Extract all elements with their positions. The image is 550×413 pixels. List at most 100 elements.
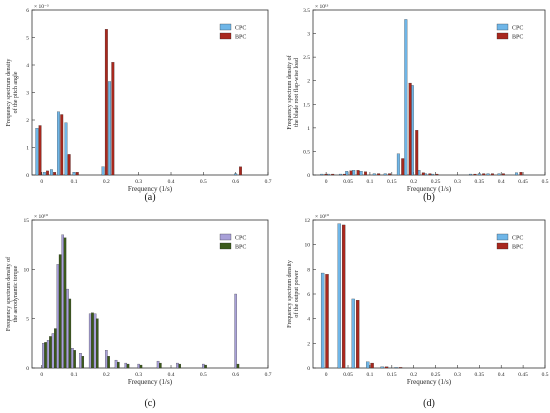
bar-bpc — [370, 362, 374, 369]
x-tick-label: 0.5 — [200, 179, 207, 185]
y-tick-label: 2 — [26, 118, 29, 124]
bar-bpc — [388, 173, 392, 176]
x-tick-label: 0 — [40, 372, 43, 378]
x-tick-label: 0.1 — [71, 179, 78, 185]
x-tick-label: 0.05 — [343, 179, 353, 185]
legend-label: CPC — [235, 236, 246, 242]
y-tick-label: 5 — [26, 36, 29, 42]
bar-cpc — [351, 298, 355, 369]
bar-bpc — [67, 154, 71, 176]
bar-bpc — [63, 237, 67, 369]
bar-bpc — [491, 173, 494, 176]
bar-bpc — [239, 166, 242, 176]
legend-label: BPC — [512, 245, 523, 251]
x-tick-label: 0.4 — [498, 372, 505, 378]
bar-bpc — [421, 172, 425, 176]
bar-cpc — [383, 173, 387, 176]
x-tick-label: 0.45 — [518, 372, 528, 378]
bar-cpc — [46, 340, 50, 369]
x-tick-label: 0.7 — [265, 372, 272, 378]
legend-swatch — [496, 242, 509, 250]
bar-bpc — [178, 363, 181, 369]
x-tick-label: 0.4 — [168, 179, 175, 185]
bar-cpc — [359, 171, 363, 176]
x-tick-label: 0.35 — [475, 179, 485, 185]
bar-cpc — [42, 172, 46, 176]
bar-bpc — [519, 172, 523, 176]
x-tick-label: 0.7 — [265, 179, 272, 185]
bar-bpc — [325, 274, 329, 369]
x-tick-label: 0.5 — [542, 372, 549, 378]
bar-cpc — [176, 362, 179, 369]
y-tick-label: 2 — [307, 79, 310, 85]
x-tick-label: 0.3 — [454, 179, 461, 185]
bar-cpc — [42, 343, 45, 369]
x-tick-label: 0.15 — [387, 179, 397, 185]
x-tick-label: 0 — [325, 179, 328, 185]
y-axis-label: of the pitch angle — [12, 71, 19, 113]
bar-bpc — [126, 363, 130, 369]
x-tick-label: 0.6 — [232, 179, 239, 185]
axes-frame — [312, 9, 546, 176]
y-axis-label: the blade root flap-wise load — [293, 58, 300, 127]
bar-bpc — [384, 366, 389, 369]
x-tick-label: 0.2 — [410, 179, 417, 185]
bar-bpc — [54, 328, 57, 369]
bar-cpc — [64, 122, 68, 176]
bar-bpc — [49, 336, 52, 369]
y-tick-label: 10 — [24, 267, 30, 273]
x-tick-label: 0.6 — [232, 372, 239, 378]
x-tick-label: 0.3 — [135, 179, 142, 185]
bar-bpc — [81, 356, 85, 369]
axis-exponent: × 10¹⁰ — [34, 213, 49, 220]
bar-bpc — [107, 356, 110, 369]
axis-exponent: × 10⁻³ — [34, 4, 49, 10]
bar-bpc — [355, 300, 360, 369]
legend-swatch — [496, 32, 509, 40]
x-tick-label: 0.25 — [431, 372, 441, 378]
bar-bpc — [46, 170, 49, 176]
bar-bpc — [53, 172, 57, 176]
bar-bpc — [58, 254, 62, 369]
bar-cpc — [49, 169, 53, 176]
x-tick-label: 0.5 — [200, 372, 207, 378]
bar-cpc — [137, 363, 140, 369]
bar-cpc — [234, 173, 238, 176]
bar-bpc — [91, 312, 94, 369]
bar-bpc — [349, 170, 353, 176]
y-axis-label: Frequency spectrum density — [6, 59, 12, 127]
axes-frame — [31, 9, 269, 176]
panel-caption: (a) — [144, 192, 155, 203]
y-tick-label: 3 — [26, 91, 29, 97]
x-tick-label: 0.2 — [103, 179, 110, 185]
bar-cpc — [431, 173, 434, 176]
y-tick-label: 4 — [26, 63, 29, 69]
x-axis-label: Frequency (1/s) — [407, 185, 452, 193]
bar-bpc — [331, 173, 335, 176]
axes-frame — [31, 219, 269, 369]
bar-bpc — [44, 342, 47, 369]
bar-cpc — [71, 348, 74, 369]
y-tick-label: 0 — [26, 366, 29, 372]
bar-cpc — [372, 173, 376, 176]
bar-cpc — [93, 313, 97, 369]
bar-bpc — [482, 173, 486, 176]
bar-cpc — [124, 362, 128, 369]
bar-bpc — [501, 173, 505, 176]
axes-frame — [312, 219, 546, 369]
x-tick-label: 0.4 — [498, 179, 505, 185]
x-tick-label: 0.25 — [431, 179, 441, 185]
y-tick-label: 1 — [307, 126, 310, 132]
panel-d-chart: 0 2 4 6 8 10 12 0 0.05 0.1 0.15 0.2 0.25 0.3 0.35 0.4 0.… — [287, 213, 549, 409]
bar-cpc — [114, 359, 118, 369]
legend-swatch — [219, 23, 232, 31]
bar-bpc — [111, 62, 115, 176]
bar-bpc — [68, 298, 72, 369]
bar-bpc — [204, 364, 207, 369]
bar-bpc — [401, 158, 405, 176]
y-tick-label: 0.5 — [303, 149, 310, 155]
y-tick-label: 3.5 — [303, 8, 310, 14]
y-tick-label: 15 — [24, 218, 30, 224]
bar-bpc — [398, 367, 403, 369]
x-tick-label: 0.05 — [343, 372, 353, 378]
